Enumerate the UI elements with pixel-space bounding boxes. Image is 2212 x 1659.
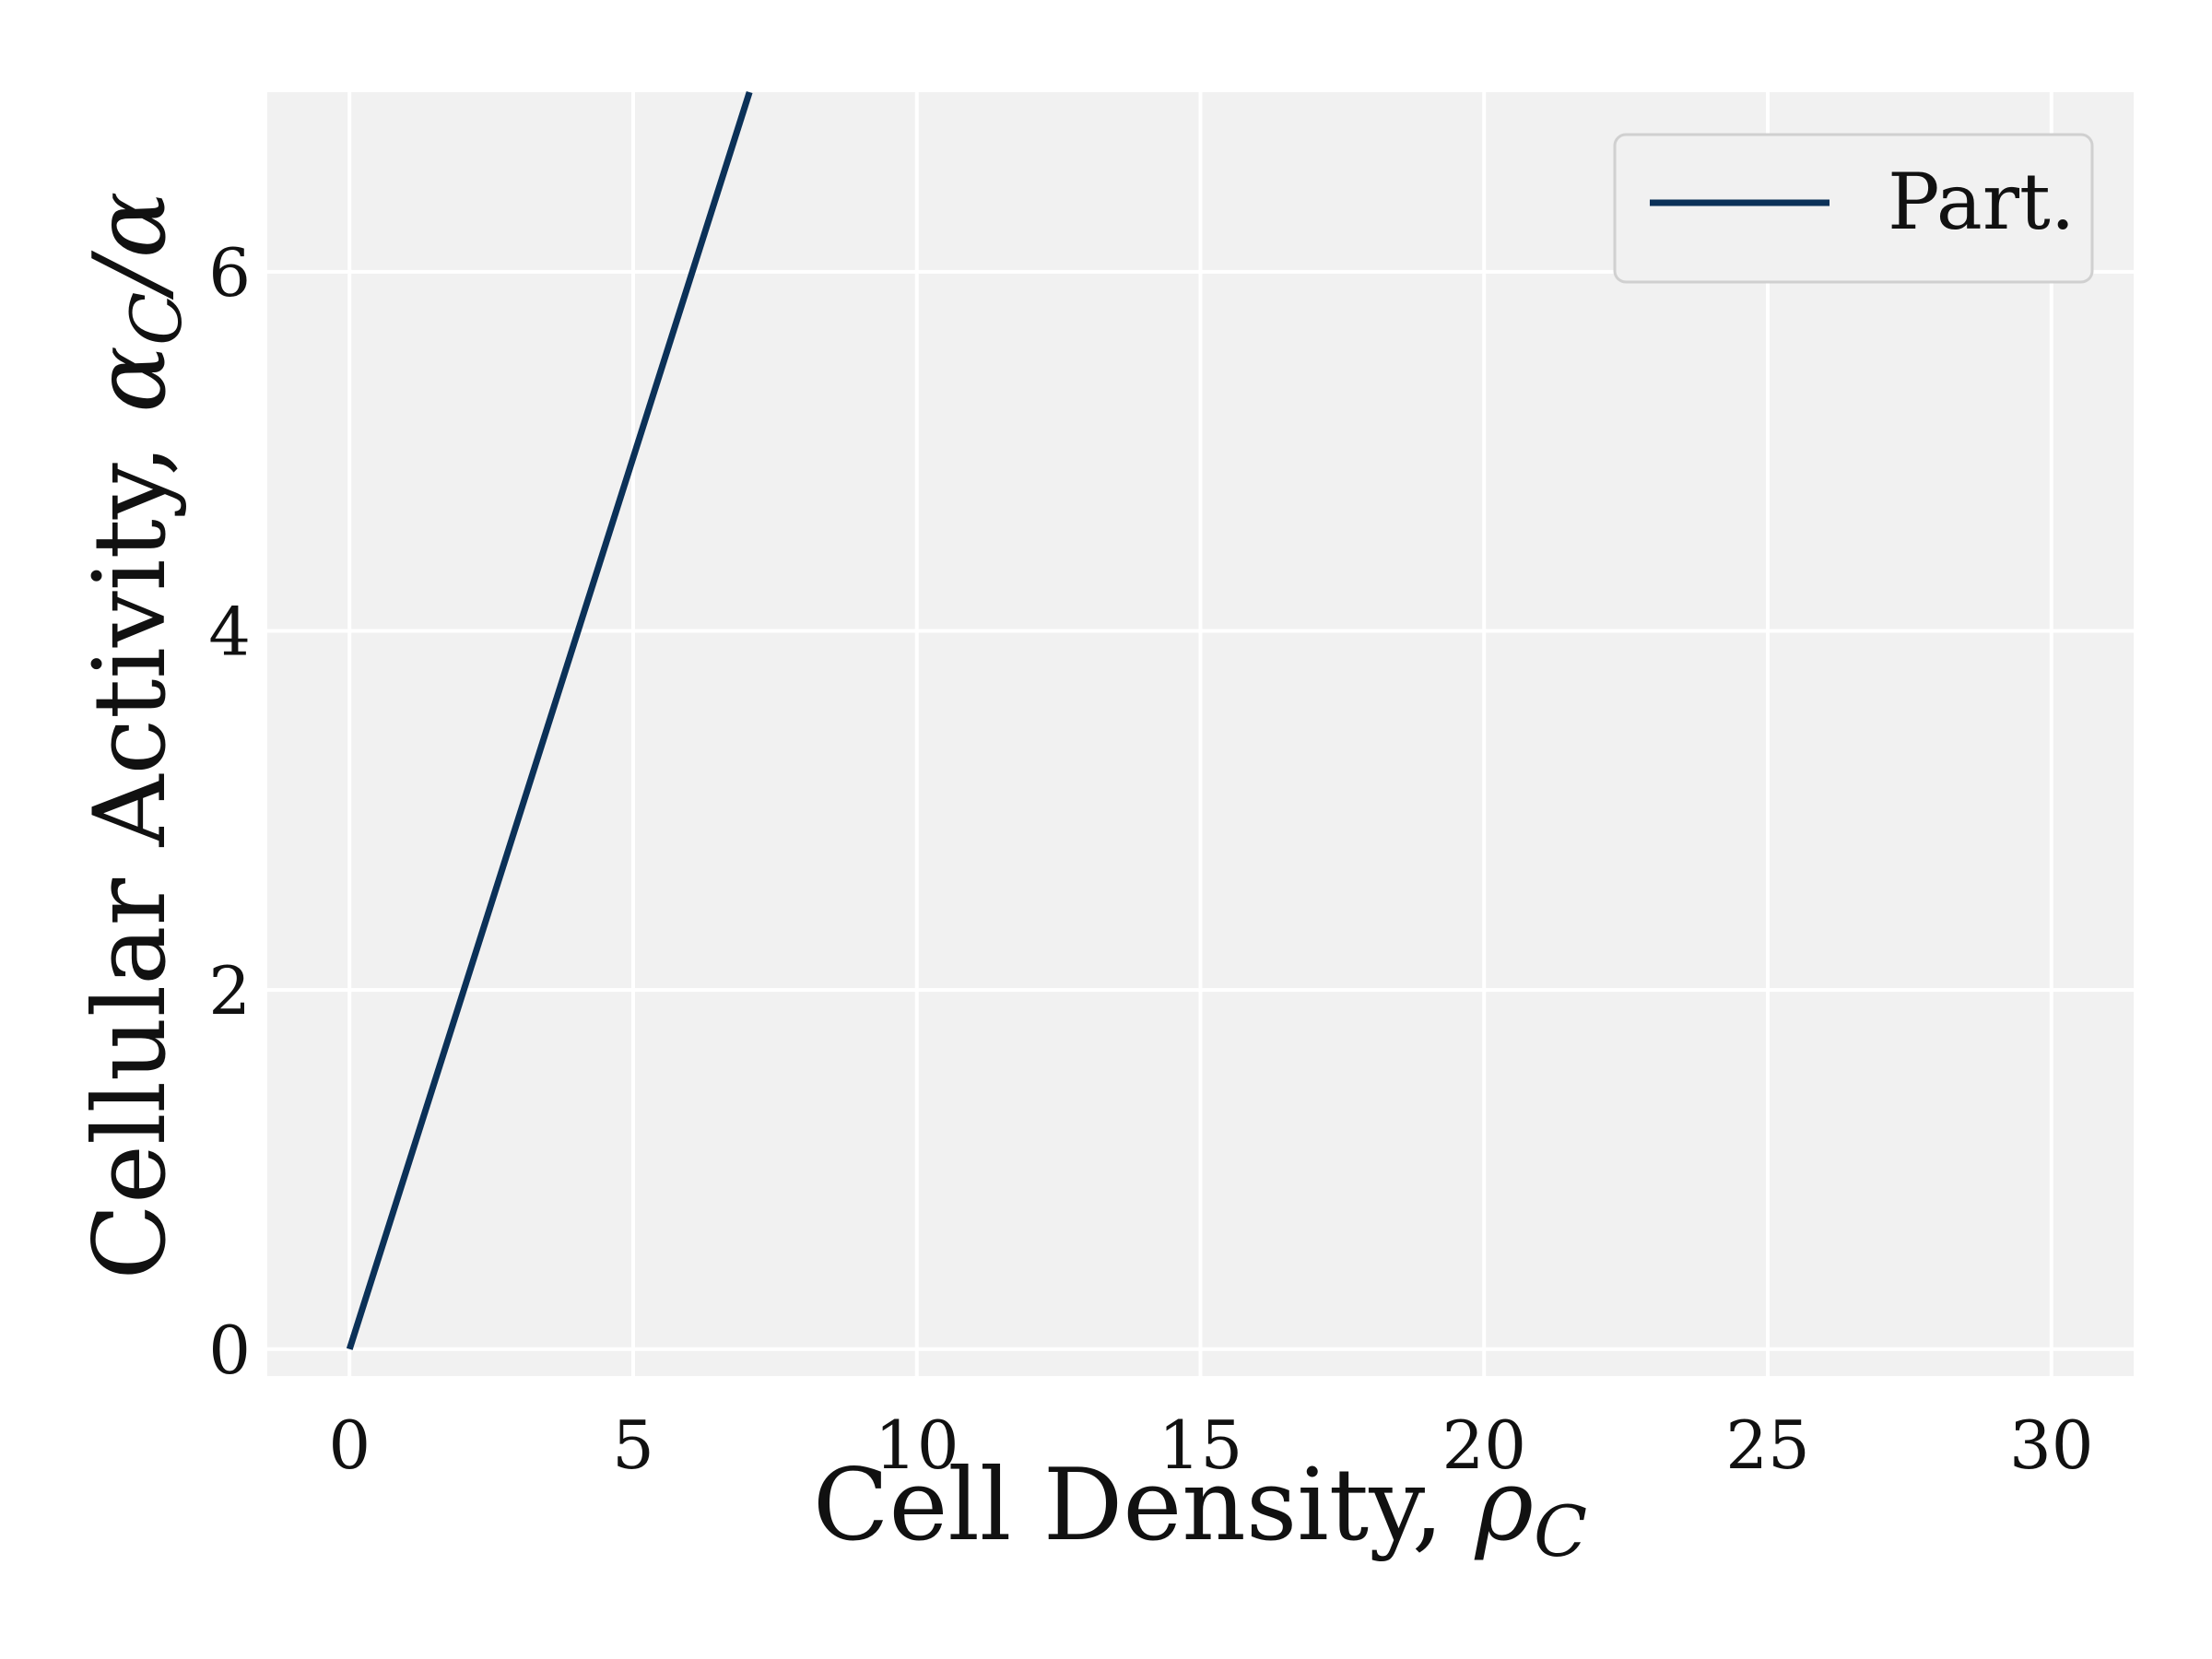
legend-label: Part.: [1888, 157, 2075, 247]
y-tick-label-1: 2: [208, 952, 251, 1030]
y-axis-label: Cellular Activity, αC/α: [73, 191, 197, 1279]
series-layer: [346, 90, 753, 1350]
x-gridlines: [347, 92, 2053, 1376]
legend-box: [1613, 133, 2094, 284]
x-axis-label: Cell Density, ρC: [813, 1448, 1587, 1572]
y-axis-label-text: Cellular Activity,: [73, 413, 188, 1280]
x-tick-label-5: 25: [1725, 1406, 1810, 1484]
x-tick-label-4: 20: [1441, 1406, 1526, 1484]
x-tick-label-0: 0: [328, 1406, 371, 1484]
legend: Part.: [1613, 133, 2094, 284]
x-tick-label-1: 5: [612, 1406, 654, 1484]
y-tick-label-3: 6: [208, 234, 251, 312]
y-tick-label-0: 0: [208, 1312, 251, 1389]
x-tick-labels: 0 5 10 15 20 25 30: [328, 1406, 2093, 1484]
series-line-0: [346, 90, 753, 1350]
y-axis-label-subscript: C: [115, 292, 197, 346]
x-axis-label-symbol: ρ: [1475, 1448, 1535, 1563]
x-axis-label-text: Cell Density,: [813, 1448, 1476, 1563]
y-axis-label-symbol: α: [73, 346, 188, 413]
x-tick-label-3: 15: [1159, 1406, 1243, 1484]
x-tick-label-6: 30: [2009, 1406, 2094, 1484]
y-axis-label-tail: /α: [73, 191, 188, 300]
x-axis-label-subscript: C: [1534, 1490, 1587, 1572]
y-tick-labels: 0 2 4 6: [208, 234, 251, 1389]
y-tick-label-2: 4: [208, 593, 251, 670]
x-tick-label-2: 10: [875, 1406, 959, 1484]
